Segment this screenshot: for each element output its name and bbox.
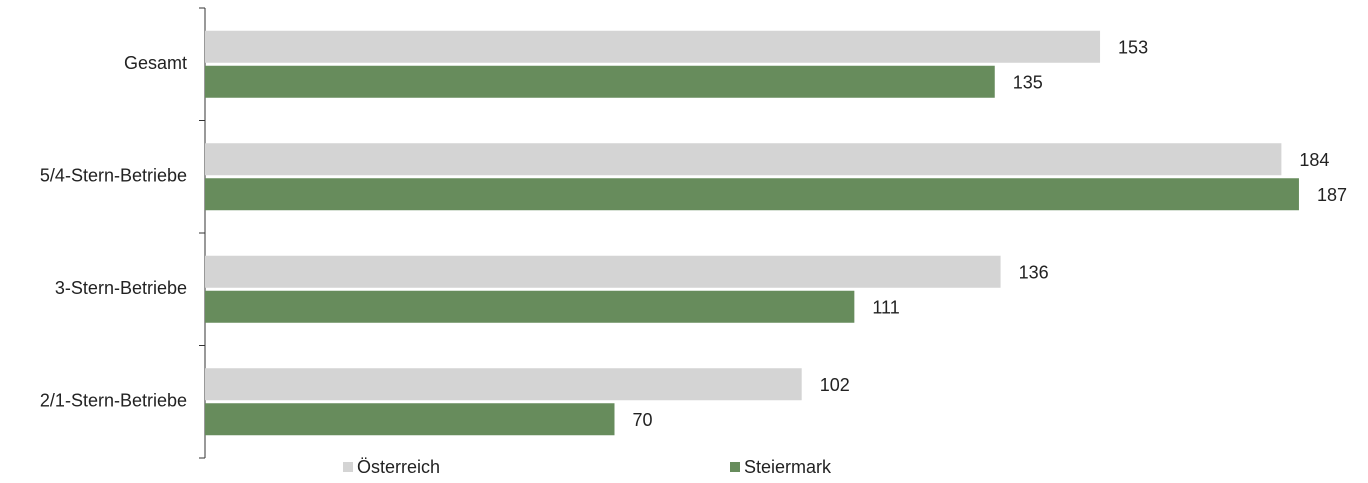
legend-swatch — [730, 462, 740, 472]
bar — [205, 290, 855, 323]
y-tick-label: Gesamt — [124, 53, 187, 73]
bar — [205, 403, 615, 436]
bar — [205, 143, 1282, 176]
value-label: 111 — [872, 298, 899, 318]
value-label: 153 — [1118, 38, 1148, 58]
value-label: 135 — [1013, 73, 1043, 93]
y-tick-label: 5/4-Stern-Betriebe — [40, 166, 187, 186]
legend-label: Steiermark — [744, 457, 832, 477]
bar — [205, 255, 1001, 288]
value-label: 70 — [633, 410, 653, 430]
y-tick-label: 2/1-Stern-Betriebe — [40, 391, 187, 411]
bar — [205, 178, 1299, 211]
value-label: 136 — [1019, 263, 1049, 283]
legend-swatch — [343, 462, 353, 472]
y-tick-label: 3-Stern-Betriebe — [55, 278, 187, 298]
bar — [205, 30, 1101, 63]
value-label: 102 — [820, 375, 850, 395]
value-label: 187 — [1317, 185, 1347, 205]
legend-label: Österreich — [357, 457, 440, 477]
value-label: 184 — [1299, 150, 1329, 170]
bar — [205, 368, 802, 401]
bar — [205, 65, 995, 98]
